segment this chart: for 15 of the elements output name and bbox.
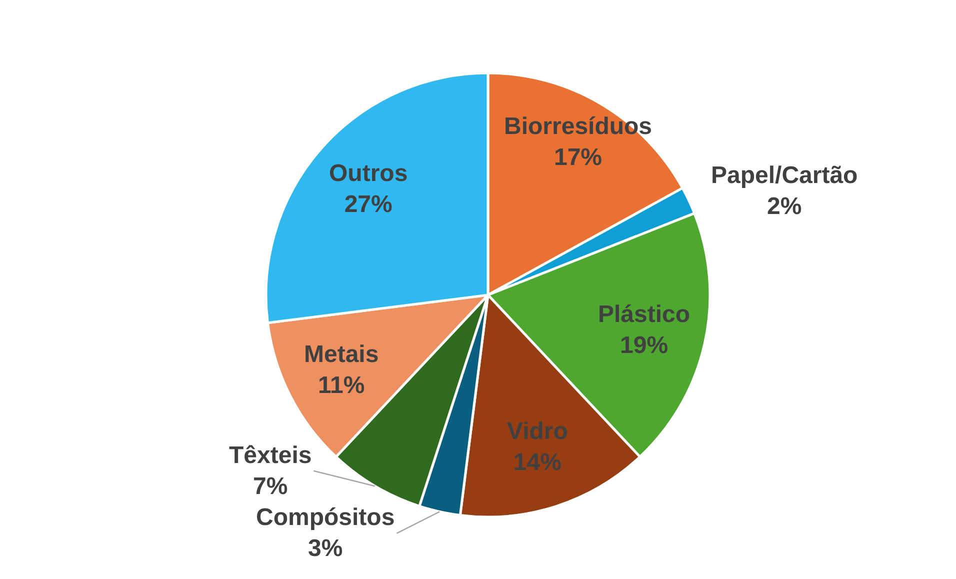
- data-label: 14%: [513, 449, 562, 476]
- slice-label: Compósitos: [256, 504, 395, 531]
- slice-label: Papel/Cartão: [711, 162, 858, 189]
- slice-label: Têxteis: [229, 442, 312, 469]
- slice-label: Outros: [329, 160, 408, 187]
- slice-label: Metais: [304, 341, 379, 368]
- data-label: 19%: [620, 332, 668, 360]
- data-label: 7%: [253, 473, 288, 500]
- slice-label: Vidro: [507, 418, 568, 445]
- slice-label: Plástico: [598, 301, 690, 328]
- data-label: 2%: [767, 193, 802, 220]
- data-label: 17%: [554, 144, 602, 172]
- data-label: 3%: [308, 535, 343, 562]
- data-label: 27%: [344, 191, 392, 218]
- data-label: 11%: [318, 372, 365, 400]
